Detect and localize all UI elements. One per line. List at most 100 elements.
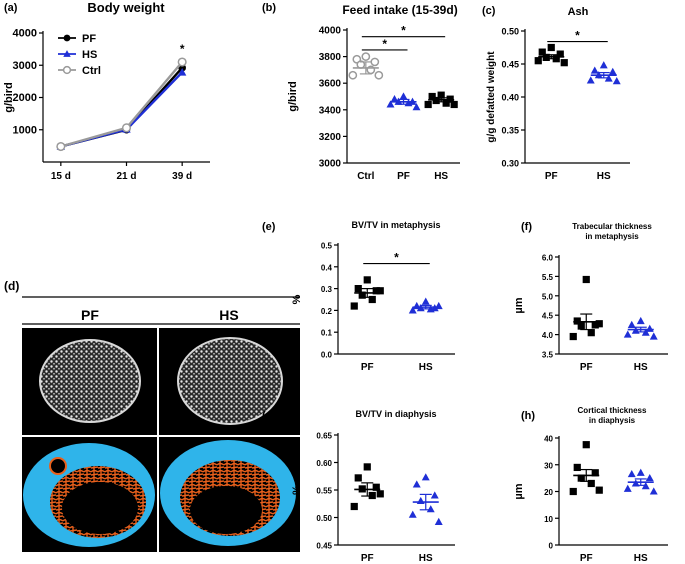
y-tick-label-c: 0.35 (501, 126, 519, 136)
data-point-hs (627, 469, 636, 478)
y-axis-label-h: µm (513, 483, 525, 499)
data-point-hs (636, 316, 645, 325)
y-tick-label-f: 5.5 (542, 273, 554, 282)
y-tick-label-e: 0.1 (321, 329, 333, 338)
chart-g: (g) BV/TV in diaphysis 0.45 0.50 0.55 0.60 0.6… (262, 409, 455, 564)
data-point-ctrl (370, 57, 380, 67)
series-line-ctrl (60, 61, 184, 148)
y-tick-label-f: 3.5 (542, 351, 554, 360)
data-point-pf (569, 332, 577, 341)
data-point-pf (386, 100, 395, 108)
significance-star-b: * (401, 24, 406, 38)
data-point-pf (376, 490, 384, 498)
y-tick-label-b: 3400 (319, 105, 342, 116)
y-tick-label-f: 6.0 (542, 254, 554, 263)
data-point-pf (569, 487, 577, 496)
data-point-pf (358, 291, 366, 299)
y-tick-label-e: 0.3 (321, 285, 333, 294)
y-axis-label-g: % (291, 485, 303, 495)
data-point-pf (534, 57, 542, 65)
y-tick-label-e: 0.0 (321, 351, 333, 360)
y-tick-label-g: 0.60 (316, 459, 332, 468)
data-point-pf (372, 287, 380, 295)
y-tick-label-a: 3000 (13, 60, 37, 72)
data-point-pf (573, 463, 581, 472)
chart-title-b: Feed intake (15-39d) (342, 3, 457, 17)
chart-title-a: Body weight (87, 0, 165, 15)
legend-marker-hs (63, 50, 71, 57)
panel-label-a: (a) (4, 2, 18, 14)
y-tick-label-c: 0.30 (501, 159, 519, 169)
data-point-hs (612, 77, 621, 85)
y-tick-label-a: 4000 (13, 28, 37, 40)
data-point-hs (434, 301, 443, 310)
data-point-hs (627, 320, 636, 328)
ct-bone-section-pf (39, 339, 141, 423)
data-point-hs (442, 99, 450, 107)
chart-title-c: Ash (568, 6, 589, 18)
data-point-hs (421, 297, 430, 305)
point-ctrl (56, 141, 66, 152)
data-point-hs (636, 468, 645, 476)
x-tick-label-f: PF (580, 362, 593, 373)
data-point-pf (577, 474, 585, 482)
x-tick-label-a: 39 d (172, 171, 192, 182)
y-tick-label-g: 0.55 (316, 487, 332, 496)
y-tick-label-h: 40 (544, 435, 553, 444)
data-point-hs (590, 66, 599, 74)
data-point-pf (354, 474, 362, 482)
y-tick-label-c: 0.50 (501, 27, 519, 37)
data-point-pf (399, 92, 408, 100)
data-point-pf (354, 285, 362, 293)
data-point-hs (434, 517, 443, 525)
panel-label-h: (h) (521, 410, 535, 422)
x-tick-label-a: 21 d (116, 171, 136, 182)
y-tick-label-h: 10 (544, 515, 553, 524)
data-point-pf (368, 295, 376, 304)
data-point-hs (649, 332, 658, 340)
chart-title-g: BV/TV in diaphysis (355, 409, 436, 419)
y-axis-label-c: g/g defatted weight (486, 51, 497, 143)
chart-title-e: BV/TV in metaphysis (351, 220, 440, 230)
annotation-a: * (180, 42, 185, 56)
data-point-pf (547, 43, 555, 52)
data-point-pf (412, 103, 421, 111)
data-point-hs (416, 496, 425, 505)
data-point-pf (582, 441, 590, 449)
y-tick-label-e: 0.4 (321, 263, 333, 272)
data-point-hs (426, 505, 435, 513)
legend-marker-pf (63, 34, 71, 42)
data-point-pf (591, 469, 599, 477)
data-point-hs (450, 100, 458, 109)
data-point-pf (363, 276, 371, 284)
panel-label-b: (b) (262, 2, 276, 14)
data-point-hs (408, 306, 417, 314)
data-point-hs (408, 510, 417, 518)
y-tick-label-h: 30 (544, 461, 553, 470)
x-tick-label-f: HS (634, 362, 648, 373)
y-tick-label-c: 0.45 (501, 60, 519, 70)
data-point-pf (350, 502, 358, 511)
data-point-pf (595, 486, 603, 494)
chart-title-f: in metaphysis (585, 232, 639, 241)
data-point-pf (591, 321, 599, 329)
y-tick-label-f: 5.0 (542, 292, 554, 301)
y-tick-label-g: 0.45 (316, 542, 332, 551)
x-tick-label-g: HS (419, 553, 433, 564)
chart-title-f: Trabecular thickness (572, 222, 652, 231)
data-point-hs (608, 67, 617, 75)
data-point-pf (376, 287, 384, 295)
significance-star-c: * (575, 29, 580, 43)
y-tick-label-a: 2000 (13, 92, 37, 104)
x-tick-label-a: 15 d (51, 171, 71, 182)
y-tick-label-e: 0.2 (321, 307, 333, 316)
data-point-pf (350, 302, 358, 310)
legend-label-ctrl: Ctrl (82, 65, 101, 77)
data-point-hs (586, 76, 595, 84)
data-point-pf (587, 329, 595, 337)
trabecular-void-pf (49, 457, 67, 475)
chart-title-h: Cortical thickness (578, 406, 647, 415)
